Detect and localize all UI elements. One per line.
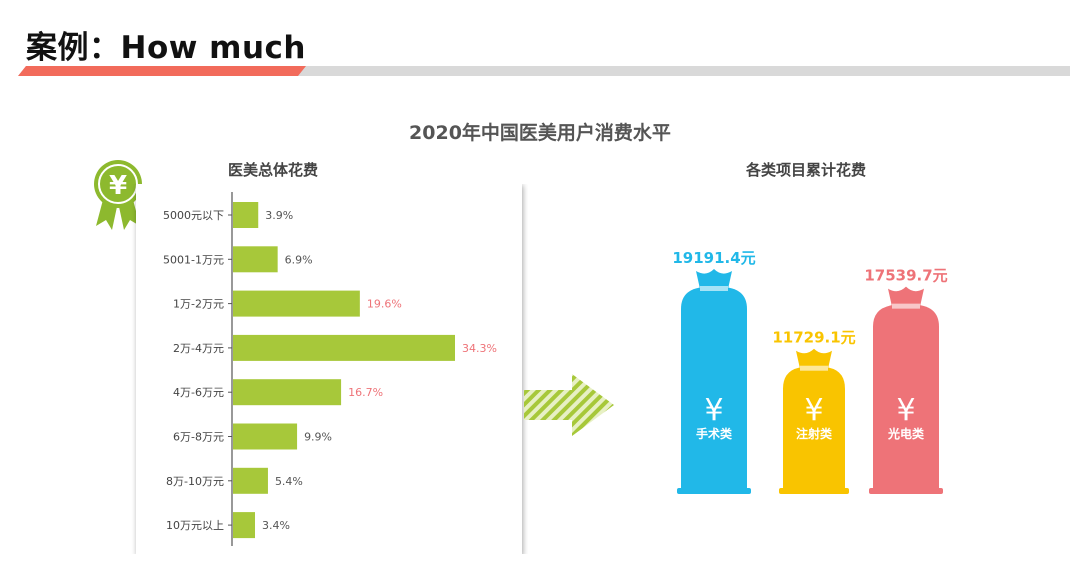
value-label: 16.7%: [348, 386, 383, 399]
bag-tie: [796, 348, 832, 369]
svg-text:¥: ¥: [109, 171, 127, 201]
bag-chart-subtitle: 各类项目累计花费: [746, 161, 867, 179]
yen-icon: ¥: [804, 393, 823, 428]
category-label: 5001-1万元: [163, 253, 224, 266]
bar: [233, 467, 268, 494]
money-bag: [783, 366, 845, 492]
category-label: 8万-10万元: [166, 475, 224, 488]
title-underline: [18, 66, 1070, 76]
bag-tie: [696, 269, 732, 289]
value-label: 5.4%: [275, 475, 303, 488]
category-label: 光电类: [887, 426, 925, 441]
bar: [233, 423, 298, 450]
yen-icon: ¥: [704, 393, 723, 428]
category-label: 2万-4万元: [173, 342, 224, 355]
value-label: 19.6%: [367, 298, 402, 311]
bag-base: [677, 488, 751, 494]
slide-title: 案例：How much: [26, 30, 306, 66]
value-label: 3.4%: [262, 519, 290, 532]
arrow-icon: [524, 374, 614, 436]
value-label: 9.9%: [304, 431, 332, 444]
bar: [233, 246, 278, 273]
bag-band: [892, 303, 920, 309]
value-label: 6.9%: [285, 253, 313, 266]
bag-band: [800, 365, 828, 371]
value-label: 17539.7元: [864, 267, 947, 285]
category-label: 注射类: [796, 426, 833, 441]
bag-base: [779, 488, 849, 494]
category-label: 1万-2万元: [173, 298, 224, 311]
value-label: 34.3%: [462, 342, 497, 355]
bar: [233, 290, 360, 317]
category-label: 4万-6万元: [173, 386, 224, 399]
chart-title: 2020年中国医美用户消费水平: [409, 122, 671, 144]
value-label: 19191.4元: [672, 249, 755, 267]
category-label: 5000元以下: [163, 209, 224, 222]
bar-chart-panel: [136, 184, 522, 554]
bar: [233, 334, 455, 361]
bar: [233, 202, 259, 228]
value-label: 11729.1元: [772, 329, 855, 347]
category-label: 手术类: [696, 426, 733, 441]
money-bag: [873, 304, 939, 492]
bag-base: [869, 488, 943, 494]
bar: [233, 379, 342, 406]
bag-tie: [888, 286, 924, 307]
bar-chart-subtitle: 医美总体花费: [228, 161, 319, 179]
bar: [233, 512, 256, 539]
category-label: 6万-8万元: [173, 431, 224, 444]
category-label: 10万元以上: [166, 519, 224, 532]
money-bag: [681, 287, 747, 492]
yen-icon: ¥: [896, 393, 915, 428]
bag-band: [700, 286, 728, 291]
yen-medal-icon: ¥: [94, 160, 142, 230]
bar-chart: 5000元以下 3.9% 5001-1万元 6.9% 1万-2万元 19.6% 2万-4万元…: [136, 184, 522, 554]
value-label: 3.9%: [265, 209, 293, 222]
